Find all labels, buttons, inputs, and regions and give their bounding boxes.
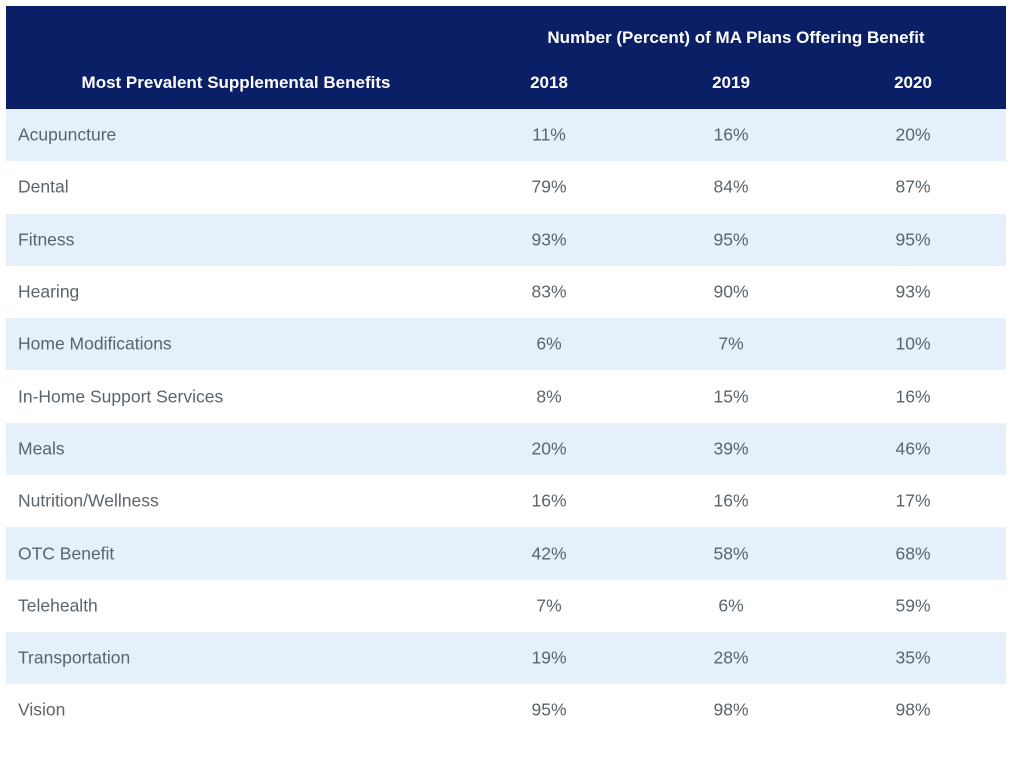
table-row: Nutrition/Wellness 16% 16% 17% xyxy=(6,475,1006,528)
row-label: Home Modifications xyxy=(18,333,172,354)
table-row: Telehealth 7% 6% 59% xyxy=(6,579,1006,632)
table-header: Number (Percent) of MA Plans Offering Be… xyxy=(6,6,1006,109)
column-header-2020: 2020 xyxy=(894,73,932,92)
row-label: Telehealth xyxy=(18,595,98,616)
cell-value-2018: 16% xyxy=(531,490,567,511)
cell-value-2020: 68% xyxy=(895,543,931,564)
cell-value-2018: 95% xyxy=(531,699,567,720)
row-label: OTC Benefit xyxy=(18,543,115,564)
cell-value-2018: 79% xyxy=(531,176,567,197)
cell-value-2019: 95% xyxy=(713,229,749,250)
cell-value-2018: 8% xyxy=(536,386,562,407)
table-row: Meals 20% 39% 46% xyxy=(6,422,1006,476)
cell-value-2019: 7% xyxy=(718,333,744,354)
cell-value-2018: 7% xyxy=(536,595,562,616)
cell-value-2020: 35% xyxy=(895,647,931,668)
cell-value-2020: 46% xyxy=(895,438,931,459)
row-label: Meals xyxy=(18,438,65,459)
row-label: Nutrition/Wellness xyxy=(18,490,159,511)
cell-value-2018: 11% xyxy=(532,124,566,145)
cell-value-2019: 90% xyxy=(713,281,749,302)
table-body: Acupuncture 11% 16% 20% Dental 79% 84% 87% Fitne… xyxy=(6,109,1006,737)
table-row: Hearing 83% 90% 93% xyxy=(6,265,1006,319)
cell-value-2018: 93% xyxy=(531,229,567,250)
cell-value-2018: 20% xyxy=(531,438,567,459)
table-row: Home Modifications 6% 7% 10% xyxy=(6,318,1006,371)
table-row: Dental 79% 84% 87% xyxy=(6,161,1006,214)
cell-value-2020: 98% xyxy=(895,699,931,720)
cell-value-2019: 28% xyxy=(713,647,749,668)
cell-value-2019: 58% xyxy=(713,543,749,564)
table-row: Vision 95% 98% 98% xyxy=(6,684,1006,737)
cell-value-2018: 19% xyxy=(531,647,567,668)
table-row: In-Home Support Services 8% 15% 16% xyxy=(6,370,1006,423)
row-label: Transportation xyxy=(18,647,131,668)
row-label: Fitness xyxy=(18,229,75,250)
benefits-table: Number (Percent) of MA Plans Offering Be… xyxy=(6,6,1006,737)
cell-value-2019: 6% xyxy=(718,595,744,616)
cell-value-2019: 15% xyxy=(713,386,749,407)
cell-value-2018: 42% xyxy=(531,543,567,564)
column-header-2018: 2018 xyxy=(530,73,568,92)
table-row: Acupuncture 11% 16% 20% xyxy=(6,109,1006,162)
cell-value-2019: 84% xyxy=(713,176,749,197)
row-label: Dental xyxy=(18,176,69,197)
row-label: Hearing xyxy=(18,281,80,302)
cell-value-2020: 59% xyxy=(895,595,931,616)
cell-value-2020: 95% xyxy=(895,229,931,250)
row-label: Acupuncture xyxy=(18,124,117,145)
cell-value-2020: 10% xyxy=(895,333,931,354)
column-header-2019: 2019 xyxy=(712,73,750,92)
cell-value-2020: 17% xyxy=(895,490,931,511)
table-row: Transportation 19% 28% 35% xyxy=(6,631,1006,685)
cell-value-2019: 16% xyxy=(713,124,749,145)
cell-value-2019: 98% xyxy=(713,699,749,720)
table-row: OTC Benefit 42% 58% 68% xyxy=(6,527,1006,580)
table-row: Fitness 93% 95% 95% xyxy=(6,213,1006,266)
cell-value-2020: 87% xyxy=(895,176,931,197)
cell-value-2019: 39% xyxy=(713,438,749,459)
cell-value-2020: 93% xyxy=(895,281,931,302)
cell-value-2019: 16% xyxy=(713,490,749,511)
row-label: Vision xyxy=(18,699,66,720)
cell-value-2020: 16% xyxy=(895,386,931,407)
cell-value-2018: 83% xyxy=(531,281,567,302)
row-label: In-Home Support Services xyxy=(18,386,224,407)
cell-value-2020: 20% xyxy=(895,124,931,145)
row-header-label: Most Prevalent Supplemental Benefits xyxy=(81,73,391,92)
cell-value-2018: 6% xyxy=(536,333,562,354)
column-group-title: Number (Percent) of MA Plans Offering Be… xyxy=(547,28,925,47)
